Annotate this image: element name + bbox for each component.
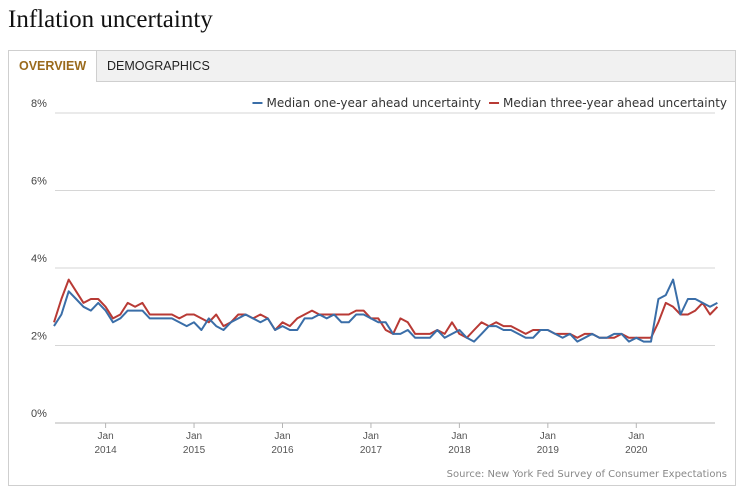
tab-overview[interactable]: OVERVIEW [9,51,97,82]
x-tick-year-label: 2020 [625,445,648,456]
x-tick-month-label: Jan [540,431,556,442]
y-tick-label: 0% [31,408,47,420]
x-tick-year-label: 2019 [537,445,560,456]
x-tick-year-label: 2018 [448,445,471,456]
page-title: Inflation uncertainty [8,6,213,33]
source-note: Source: New York Fed Survey of Consumer … [447,469,727,480]
y-tick-label: 8% [31,98,47,110]
legend-label-three-year[interactable]: Median three-year ahead uncertainty [503,96,727,110]
legend-label-one-year[interactable]: Median one-year ahead uncertainty [266,96,481,110]
x-tick-year-label: 2014 [94,445,117,456]
grid-lines [55,112,715,424]
tab-bar: OVERVIEW DEMOGRAPHICS [9,51,735,82]
chart-svg: 0%2%4%6%8% Jan2014Jan2015Jan2016Jan2017J… [31,96,727,480]
x-tick-month-label: Jan [274,431,290,442]
x-tick-year-label: 2015 [183,445,206,456]
chart-card: OVERVIEW DEMOGRAPHICS 0% 2% 4% 6% 8% Jan 2014… [8,50,736,486]
x-tick-month-label: Jan [186,431,202,442]
y-tick-label: 2% [31,331,47,343]
y-axis-ticks: 0% 2% 4% 6% 8% [31,98,47,420]
tab-demographics[interactable]: DEMOGRAPHICS [107,59,210,73]
series-line-three-year [53,278,719,339]
x-tick-year-label: 2017 [360,445,383,456]
x-tick-month-label: Jan [98,431,114,442]
series-lines [53,278,719,343]
x-tick-month-label: Jan [363,431,379,442]
y-tick-label: 4% [31,253,47,265]
x-tick-month-label: Jan [451,431,467,442]
x-tick-year-label: 2016 [271,445,294,456]
legend[interactable]: Median one-year ahead uncertainty Median… [252,96,727,110]
x-axis-ticks: Jan 2014 Jan 2015 Jan 2016 Jan 2017 Jan 2018 Jan 20… [94,423,648,456]
y-tick-label: 6% [31,176,47,188]
x-tick-month-label: Jan [628,431,644,442]
series-line-one-year [53,278,718,343]
